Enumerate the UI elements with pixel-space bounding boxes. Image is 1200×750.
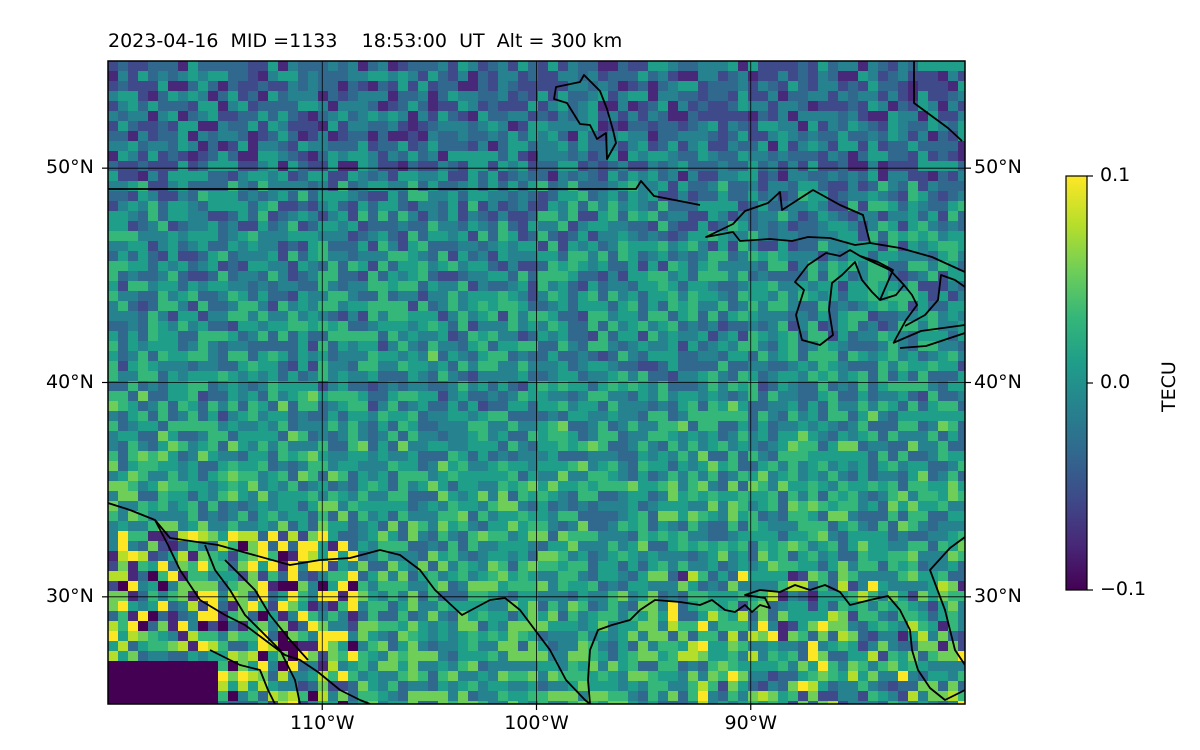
baja-california — [154, 519, 371, 704]
gulf-coast — [587, 584, 965, 704]
gulf-of-california — [204, 544, 309, 704]
lake-superior — [705, 189, 871, 246]
tec-raster-layer — [108, 61, 965, 704]
hudson-bay-coast — [913, 61, 963, 142]
lon-tick-label: 100°W — [504, 712, 569, 734]
map-title: 2023-04-16 MID =1133 18:53:00 UT Alt = 3… — [108, 28, 622, 54]
graticule-gridlines — [108, 61, 965, 704]
colorbar-tick-label: 0.0 — [1100, 371, 1131, 393]
lat-tick-label-left: 30°N — [46, 584, 94, 607]
colorbar-title: TECU — [1158, 361, 1180, 412]
title-date: 2023-04-16 — [108, 30, 219, 52]
lake-winnipeg — [553, 74, 617, 160]
colorbar-ticks — [1087, 175, 1093, 591]
colorbar-tick-label: −0.1 — [1100, 578, 1147, 600]
axis-ticks — [102, 167, 971, 710]
lake-michigan — [794, 249, 894, 346]
canada-us-border — [108, 180, 701, 206]
coastlines-and-borders — [108, 61, 965, 704]
atlantic-coast — [929, 536, 965, 666]
mainland-mexico-west — [209, 649, 276, 704]
title-mid: MID =1133 — [230, 30, 338, 52]
lake-erie-ontario — [892, 274, 965, 349]
lat-tick-label-right: 40°N — [974, 370, 1022, 393]
lon-tick-label: 90°W — [724, 712, 777, 734]
us-mexico-border — [108, 502, 591, 704]
lake-huron — [859, 242, 965, 343]
lat-tick-label-left: 40°N — [46, 370, 94, 393]
title-alt: Alt = 300 km — [496, 30, 623, 52]
lon-tick-label: 110°W — [289, 712, 355, 734]
title-ut: UT — [459, 30, 485, 52]
colorbar-tick-label: 0.1 — [1100, 164, 1131, 186]
lat-tick-label-left: 50°N — [46, 156, 94, 179]
title-time: 18:53:00 — [361, 30, 447, 52]
colorbar — [1065, 175, 1088, 591]
lat-tick-label-right: 30°N — [974, 584, 1022, 607]
lat-tick-label-right: 50°N — [974, 156, 1022, 179]
